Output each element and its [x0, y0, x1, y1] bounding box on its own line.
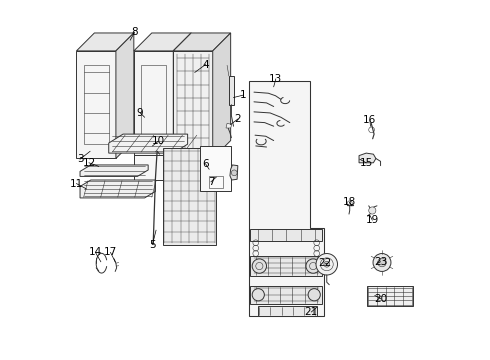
- Polygon shape: [250, 256, 322, 276]
- Text: 8: 8: [131, 27, 138, 37]
- Text: 22: 22: [318, 258, 332, 268]
- Text: 1: 1: [240, 90, 247, 100]
- Polygon shape: [173, 51, 213, 158]
- Text: 9: 9: [137, 108, 143, 118]
- Text: 3: 3: [77, 154, 83, 164]
- Circle shape: [306, 259, 320, 273]
- Polygon shape: [116, 33, 134, 158]
- Polygon shape: [163, 148, 216, 244]
- Text: 2: 2: [235, 114, 241, 124]
- Polygon shape: [250, 286, 322, 304]
- Polygon shape: [134, 51, 173, 158]
- Text: 13: 13: [269, 74, 282, 84]
- Circle shape: [368, 207, 376, 214]
- Text: 6: 6: [202, 159, 209, 169]
- Circle shape: [308, 289, 320, 301]
- Polygon shape: [134, 155, 166, 180]
- Polygon shape: [258, 306, 317, 316]
- Polygon shape: [109, 134, 188, 153]
- Polygon shape: [200, 146, 231, 192]
- Polygon shape: [230, 165, 238, 180]
- Polygon shape: [229, 76, 234, 105]
- Text: 20: 20: [375, 294, 388, 304]
- Polygon shape: [173, 33, 191, 158]
- Text: 21: 21: [305, 307, 318, 317]
- Polygon shape: [134, 33, 191, 51]
- Text: 7: 7: [208, 177, 214, 187]
- Text: 15: 15: [360, 158, 373, 168]
- Text: 10: 10: [151, 136, 165, 146]
- Circle shape: [324, 261, 330, 267]
- Text: 11: 11: [70, 179, 83, 189]
- Text: 4: 4: [202, 59, 209, 69]
- Circle shape: [252, 289, 265, 301]
- Text: 18: 18: [343, 197, 356, 207]
- Circle shape: [252, 259, 267, 273]
- Text: 19: 19: [366, 215, 379, 225]
- Circle shape: [231, 170, 237, 176]
- Text: 17: 17: [104, 247, 117, 257]
- Text: 16: 16: [363, 115, 376, 125]
- Polygon shape: [250, 229, 322, 241]
- Polygon shape: [226, 123, 232, 128]
- Polygon shape: [80, 180, 155, 198]
- Polygon shape: [248, 81, 324, 316]
- Text: 5: 5: [149, 239, 156, 249]
- Circle shape: [378, 258, 386, 267]
- Text: 12: 12: [82, 158, 96, 168]
- Polygon shape: [367, 286, 413, 306]
- Polygon shape: [80, 165, 148, 176]
- Text: 23: 23: [374, 257, 387, 267]
- Text: 14: 14: [89, 247, 102, 257]
- Polygon shape: [76, 33, 134, 51]
- Circle shape: [373, 253, 391, 271]
- Polygon shape: [173, 33, 231, 51]
- Polygon shape: [359, 153, 376, 163]
- Polygon shape: [76, 51, 116, 158]
- Circle shape: [316, 253, 338, 275]
- Polygon shape: [213, 33, 231, 158]
